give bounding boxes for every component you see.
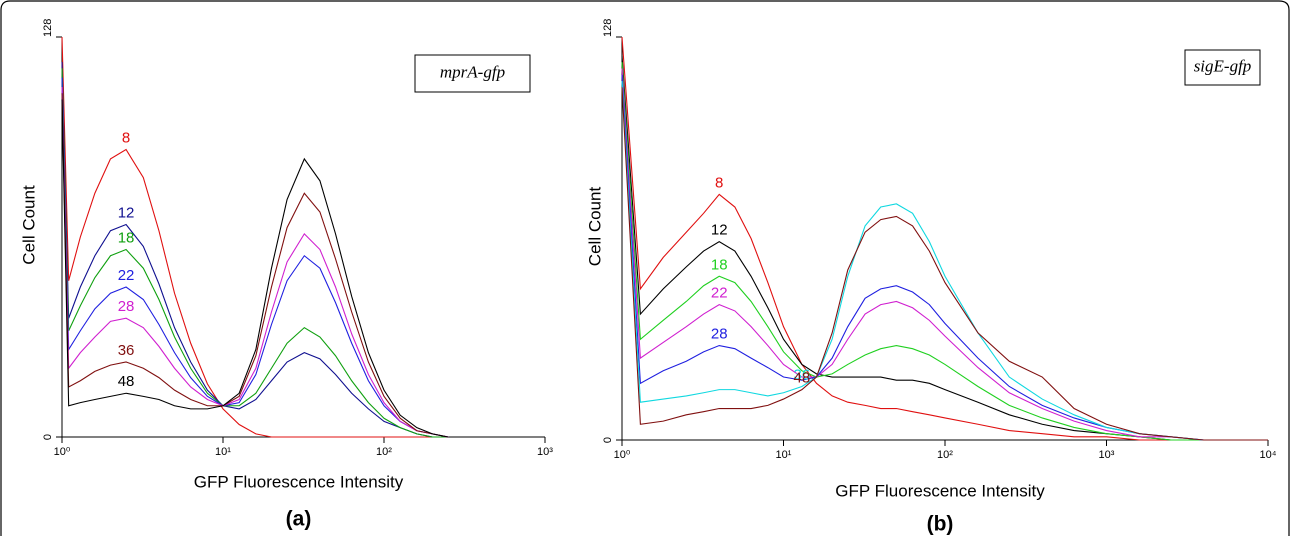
curve-label: 8 xyxy=(122,129,130,146)
histogram-curve xyxy=(621,55,1268,441)
histogram-curve xyxy=(621,81,1268,441)
histogram-curve xyxy=(61,93,449,438)
x-tick-label: 10² xyxy=(937,449,953,461)
curve-label: 28 xyxy=(118,298,135,315)
curve-label: 12 xyxy=(118,204,135,221)
y-axis-title: Cell Count xyxy=(19,185,38,265)
annotation: sigE-gfp xyxy=(1194,56,1252,75)
x-tick-label: 10⁰ xyxy=(54,446,71,458)
y-tick-label: 0 xyxy=(42,434,54,440)
annotation-box xyxy=(414,54,531,93)
y-tick-label: 128 xyxy=(602,19,614,37)
x-tick-label: 10¹ xyxy=(215,446,231,458)
x-tick-label: 10³ xyxy=(1099,449,1115,461)
histogram-curve xyxy=(61,99,449,438)
curve-label: 28 xyxy=(711,326,728,343)
annotation: mprA-gfp xyxy=(440,62,505,81)
x-tick-label: 10² xyxy=(376,446,392,458)
histogram-curve xyxy=(61,86,449,438)
x-tick-label: 10¹ xyxy=(776,449,792,461)
y-tick-label: 128 xyxy=(42,19,54,37)
histogram-curve xyxy=(61,68,449,438)
x-tick-label: 10⁰ xyxy=(614,449,631,461)
curve-label: 22 xyxy=(118,267,135,284)
histogram-curve xyxy=(61,77,449,438)
histogram-curve xyxy=(621,68,1268,441)
histogram-curve xyxy=(61,61,449,438)
histogram-curve xyxy=(621,74,1268,441)
panel-label: (b) xyxy=(927,513,954,536)
histogram-curve xyxy=(621,62,1268,441)
histogram-curve xyxy=(621,36,1268,441)
curve-label: 36 xyxy=(118,342,135,359)
x-axis-title: GFP Fluorescence Intensity xyxy=(194,472,404,491)
x-axis-title: GFP Fluorescence Intensity xyxy=(835,481,1045,500)
curve-label: 8 xyxy=(715,174,723,191)
y-axis-title: Cell Count xyxy=(585,187,604,267)
curve-label: 48 xyxy=(794,370,811,387)
curve-label: 18 xyxy=(118,229,135,246)
histogram-curve xyxy=(621,87,1268,441)
x-tick-label: 10⁴ xyxy=(1260,449,1277,461)
panel-label: (a) xyxy=(286,508,312,531)
curve-label: 36 xyxy=(794,366,811,383)
x-tick-label: 10³ xyxy=(537,446,553,458)
histogram-curve xyxy=(61,36,449,438)
annotation-box xyxy=(1184,49,1261,86)
curve-label: 48 xyxy=(118,373,135,390)
y-tick-label: 0 xyxy=(602,437,614,443)
curve-label: 12 xyxy=(711,222,728,239)
curve-label: 18 xyxy=(711,256,728,273)
curve-label: 22 xyxy=(711,285,728,302)
